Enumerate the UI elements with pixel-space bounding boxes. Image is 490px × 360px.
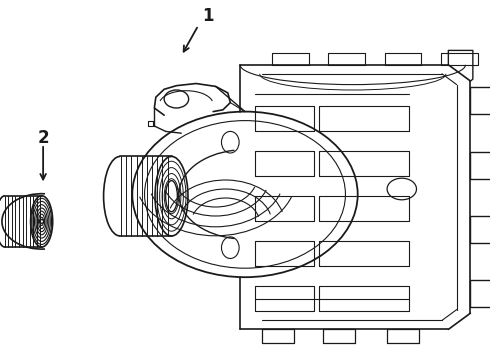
Text: 2: 2: [37, 129, 49, 147]
Text: 1: 1: [202, 7, 214, 25]
